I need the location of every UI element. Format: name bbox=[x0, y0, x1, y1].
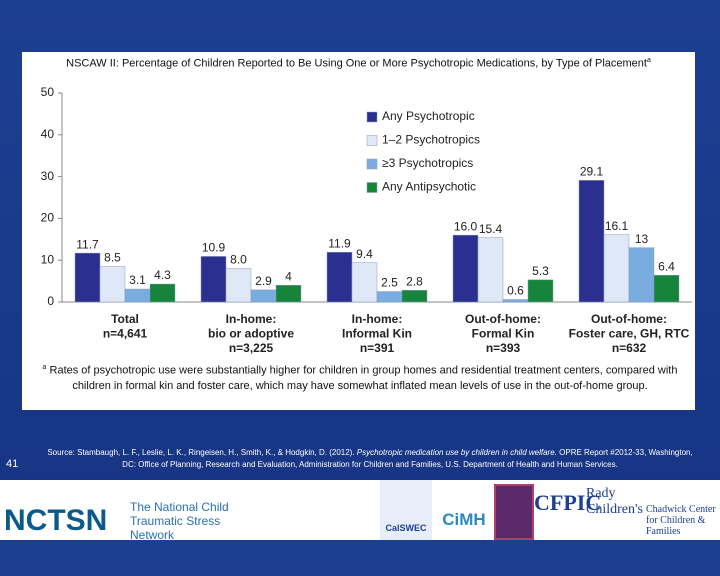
value-label: 11.7 bbox=[76, 237, 99, 251]
rady-logo: Rady Children's bbox=[586, 486, 643, 517]
x-tick-label: Total bbox=[111, 312, 139, 326]
value-label: 9.4 bbox=[356, 247, 373, 261]
bar bbox=[74, 252, 101, 303]
x-tick-label: Out-of-home: bbox=[591, 312, 667, 326]
bar bbox=[603, 234, 630, 303]
slide: NSCAW II: Percentage of Children Reporte… bbox=[0, 0, 720, 542]
x-tick-label: In-home: bbox=[226, 312, 277, 326]
bar bbox=[401, 290, 428, 303]
title-marker: a bbox=[646, 57, 651, 64]
x-tick-label: bio or adoptive bbox=[208, 327, 294, 341]
cimh-logo: CiMH bbox=[442, 510, 486, 529]
x-tick-label: n=393 bbox=[486, 341, 521, 355]
value-label: 4.3 bbox=[154, 268, 171, 282]
bar bbox=[149, 283, 176, 303]
value-label: 16.0 bbox=[454, 219, 478, 233]
value-label: 2.5 bbox=[381, 276, 398, 290]
logo-bar: NCTSN The National Child Traumatic Stres… bbox=[0, 480, 720, 542]
y-tick-label: 40 bbox=[41, 127, 55, 141]
x-tick-label: n=4,641 bbox=[103, 327, 148, 341]
legend-swatch bbox=[366, 135, 378, 146]
nctsn-name: The National Child Traumatic Stress Netw… bbox=[130, 500, 229, 542]
chart-title-box: NSCAW II: Percentage of Children Reporte… bbox=[22, 57, 695, 70]
value-label: 13 bbox=[635, 232, 649, 246]
footnote-box: a Rates of psychotropic use were substan… bbox=[36, 360, 684, 394]
x-tick-label: n=3,225 bbox=[229, 341, 274, 355]
bar bbox=[477, 237, 504, 303]
value-label: 29.1 bbox=[580, 165, 604, 179]
legend-label: 1–2 Psychotropics bbox=[382, 133, 480, 147]
value-label: 6.4 bbox=[658, 259, 675, 273]
value-label: 15.4 bbox=[479, 222, 503, 236]
legend-swatch bbox=[366, 111, 378, 123]
bar bbox=[578, 180, 605, 303]
y-tick-label: 20 bbox=[41, 211, 55, 225]
footnote: Rates of psychotropic use were substanti… bbox=[49, 364, 678, 392]
y-tick-label: 30 bbox=[41, 169, 55, 183]
source-title: Psychotropic medication use by children … bbox=[356, 448, 557, 457]
bar bbox=[275, 285, 302, 303]
value-label: 0.6 bbox=[507, 284, 524, 298]
value-label: 8.0 bbox=[230, 253, 247, 267]
bar bbox=[200, 256, 227, 303]
x-tick-label: n=632 bbox=[612, 341, 647, 355]
value-label: 2.8 bbox=[406, 274, 423, 288]
legend-label: ≥3 Psychotropics bbox=[382, 156, 473, 170]
x-tick-label: Foster care, GH, RTC bbox=[569, 327, 690, 341]
value-label: 11.9 bbox=[328, 236, 351, 250]
bar bbox=[326, 252, 353, 303]
bar bbox=[225, 268, 252, 303]
bar bbox=[376, 291, 403, 303]
bar bbox=[99, 266, 126, 303]
bar bbox=[653, 274, 680, 303]
x-tick-label: Formal Kin bbox=[472, 327, 535, 341]
x-tick-label: n=391 bbox=[360, 341, 395, 355]
legend-swatch bbox=[366, 182, 378, 193]
x-tick-label: Informal Kin bbox=[342, 327, 412, 341]
legend-swatch bbox=[366, 158, 378, 170]
y-tick-label: 10 bbox=[41, 252, 55, 266]
value-label: 4 bbox=[285, 269, 292, 283]
source-text: Source: Stambaugh, L. F., Leslie, L. K.,… bbox=[47, 448, 357, 457]
source: Source: Stambaugh, L. F., Leslie, L. K.,… bbox=[40, 447, 700, 471]
value-label: 10.9 bbox=[202, 241, 226, 255]
page-number: 41 bbox=[6, 458, 19, 470]
cfpic-logo: CFPIC bbox=[534, 490, 602, 515]
x-tick-label: In-home: bbox=[352, 312, 403, 326]
chadwick-logo: Chadwick Center for Children & Families bbox=[646, 504, 716, 537]
chart-title: NSCAW II: Percentage of Children Reporte… bbox=[66, 57, 647, 70]
legend-label: Any Antipsychotic bbox=[382, 180, 476, 194]
legend-box bbox=[362, 104, 532, 200]
value-label: 8.5 bbox=[104, 251, 121, 265]
source-text: OPRE Report #2012-33, Washington, DC: Of… bbox=[122, 448, 693, 469]
bar bbox=[351, 262, 378, 303]
x-tick-label: Out-of-home: bbox=[465, 312, 541, 326]
bar bbox=[452, 234, 479, 303]
value-label: 2.9 bbox=[255, 274, 272, 288]
bar bbox=[124, 288, 151, 303]
nctsn-logo: NCTSN bbox=[4, 504, 108, 537]
cfpic-icon bbox=[494, 484, 534, 540]
bar bbox=[502, 299, 529, 303]
y-tick-label: 0 bbox=[47, 294, 54, 308]
footnote-marker: a bbox=[42, 364, 47, 371]
calswec-logo: CalSWEC bbox=[380, 480, 432, 540]
bar bbox=[527, 279, 554, 303]
value-label: 16.1 bbox=[605, 219, 629, 233]
bar bbox=[628, 247, 655, 303]
legend-label: Any Psychotropic bbox=[382, 109, 475, 123]
y-tick-label: 50 bbox=[41, 85, 55, 99]
bar bbox=[250, 289, 277, 303]
value-label: 5.3 bbox=[532, 264, 549, 278]
value-label: 3.1 bbox=[129, 273, 146, 287]
